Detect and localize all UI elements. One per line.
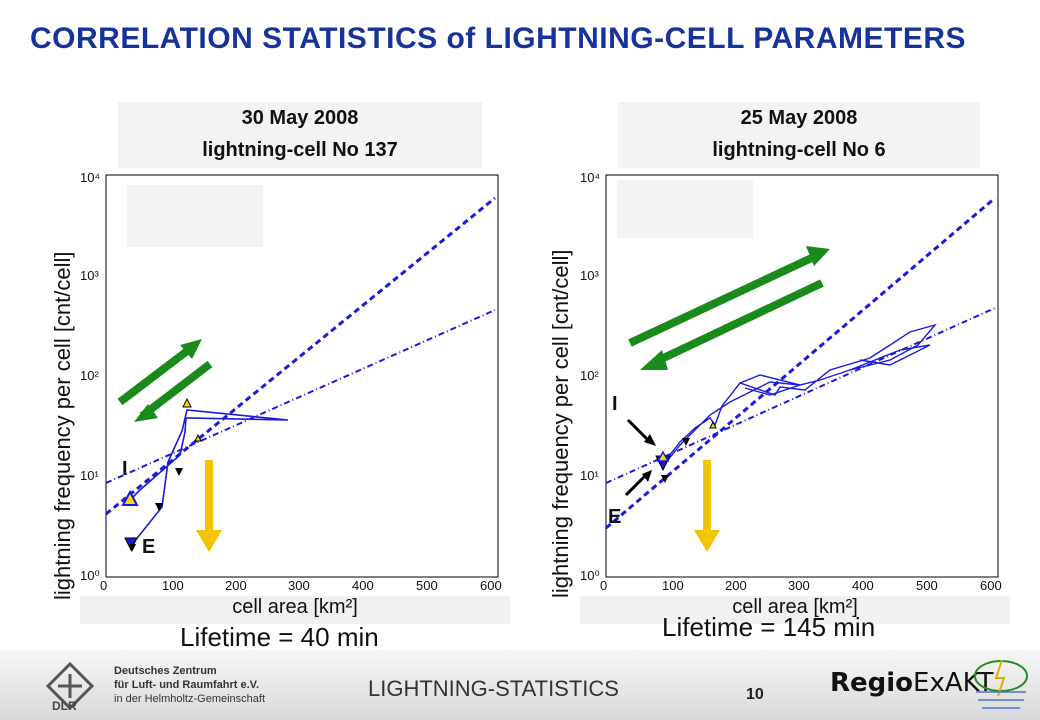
x-tick-300: 300 — [288, 578, 310, 593]
y-tick-4: 10⁴ — [580, 170, 600, 185]
y-tick-2: 10² — [80, 368, 99, 383]
arrow-yellow-head — [196, 530, 222, 552]
org-line-1: Deutsches Zentrum — [114, 665, 217, 677]
point-marker — [682, 438, 690, 446]
pointer-end — [624, 473, 648, 497]
org-line-3: in der Helmholtz-Gemeinschaft — [114, 693, 266, 705]
panel-2-cell: lightning-cell No 6 — [712, 139, 886, 161]
fit-line-shallow — [605, 307, 996, 484]
y-tick-0: 10⁰ — [80, 568, 100, 583]
panel-2-xlabel: cell area [km²] — [580, 596, 1010, 624]
panel-1-header: 30 May 2008 lightning-cell No 137 — [118, 102, 482, 168]
y-tick-3: 10³ — [80, 268, 99, 283]
footer-section-title: LIGHTNING-STATISTICS — [368, 676, 619, 701]
arrow-up-head — [180, 339, 202, 359]
label-initial: I — [122, 458, 128, 480]
label-end: E — [142, 536, 155, 558]
x-tick-0: 0 — [600, 578, 607, 593]
initial-marker — [121, 489, 139, 506]
point-marker — [182, 397, 192, 408]
x-tick-100: 100 — [662, 578, 684, 593]
arrow-yellow-head — [694, 530, 720, 552]
chart-panel-2: 10⁴ 10³ 10² 10¹ 10⁰ 0 100 200 300 400 50… — [580, 170, 1002, 593]
arrow-down — [653, 279, 824, 366]
point-marker — [661, 475, 669, 483]
x-tick-600: 600 — [980, 578, 1002, 593]
y-ticks: 10⁴ 10³ 10² 10¹ 10⁰ — [580, 170, 600, 583]
y-tick-1: 10¹ — [580, 468, 599, 483]
legend-box — [617, 180, 753, 238]
panel-1-ylabel: lightning frequency per cell [cnt/cell] — [50, 251, 75, 600]
panel-2-date: 25 May 2008 — [740, 107, 858, 129]
series-loop — [739, 374, 803, 396]
point-marker — [194, 433, 202, 442]
panel-1-date: 30 May 2008 — [241, 107, 359, 129]
label-initial: I — [612, 393, 618, 415]
initial-marker — [656, 450, 670, 462]
y-tick-0: 10⁰ — [580, 568, 600, 583]
arrow-down-head — [640, 350, 668, 370]
arrow-up — [117, 341, 198, 406]
arrow-down-head — [134, 404, 158, 422]
arrow-down — [139, 360, 213, 420]
y-tick-2: 10² — [580, 368, 599, 383]
series-loop — [849, 344, 931, 371]
x-ticks: 0 100 200 300 400 500 600 — [600, 578, 1002, 593]
org-line-2: für Luft- und Raumfahrt e.V. — [114, 679, 260, 691]
x-tick-300: 300 — [788, 578, 810, 593]
x-tick-600: 600 — [480, 578, 502, 593]
page-title: CORRELATION STATISTICS of LIGHTNING-CELL… — [30, 22, 967, 55]
legend-box — [127, 185, 263, 247]
point-marker — [155, 503, 163, 511]
x-tick-400: 400 — [852, 578, 874, 593]
y-tick-1: 10¹ — [80, 468, 99, 483]
y-tick-3: 10³ — [580, 268, 599, 283]
y-ticks: 10⁴ 10³ 10² 10¹ 10⁰ — [80, 170, 100, 583]
dlr-logo-icon: DLR — [45, 661, 95, 712]
x-tick-500: 500 — [416, 578, 438, 593]
dlr-organization: Deutsches Zentrum für Luft- und Raumfahr… — [114, 664, 265, 706]
panel-2-ylabel: lightning frequency per cell [cnt/cell] — [548, 249, 573, 598]
panel-2-header: 25 May 2008 lightning-cell No 6 — [618, 102, 980, 168]
x-tick-100: 100 — [162, 578, 184, 593]
regioexakt-logo: RegioExAKT — [830, 668, 994, 698]
x-tick-200: 200 — [225, 578, 247, 593]
panel-1-xlabel: cell area [km²] — [80, 596, 510, 624]
panel-2-lifetime: Lifetime = 145 min — [662, 612, 876, 642]
x-ticks: 0 100 200 300 400 500 600 — [100, 578, 502, 593]
point-marker — [709, 420, 717, 429]
page-number: 10 — [746, 686, 764, 703]
panel-1-lifetime: Lifetime = 40 min — [180, 622, 379, 652]
pointer-initial-head — [644, 434, 656, 446]
arrow-up-head — [806, 246, 830, 266]
x-tick-200: 200 — [725, 578, 747, 593]
x-tick-500: 500 — [916, 578, 938, 593]
arrow-up — [628, 251, 820, 347]
svg-text:DLR: DLR — [52, 699, 77, 712]
fit-line-steep — [605, 196, 996, 530]
label-end: E — [608, 506, 621, 528]
plot-frame — [605, 174, 999, 578]
footer-bar — [0, 650, 1040, 720]
series-line — [129, 409, 289, 548]
pointer-initial — [626, 418, 652, 444]
cloud-lightning-icon — [974, 659, 1028, 709]
point-marker — [128, 544, 136, 552]
x-tick-400: 400 — [352, 578, 374, 593]
panel-1-cell: lightning-cell No 137 — [202, 139, 398, 161]
y-tick-4: 10⁴ — [80, 170, 100, 185]
point-marker — [175, 468, 183, 476]
chart-panel-1: 10⁴ 10³ 10² 10¹ 10⁰ 0 100 200 300 400 50… — [80, 170, 502, 593]
pointer-end-head — [642, 470, 652, 482]
fit-line-steep — [105, 196, 496, 516]
x-tick-0: 0 — [100, 578, 107, 593]
